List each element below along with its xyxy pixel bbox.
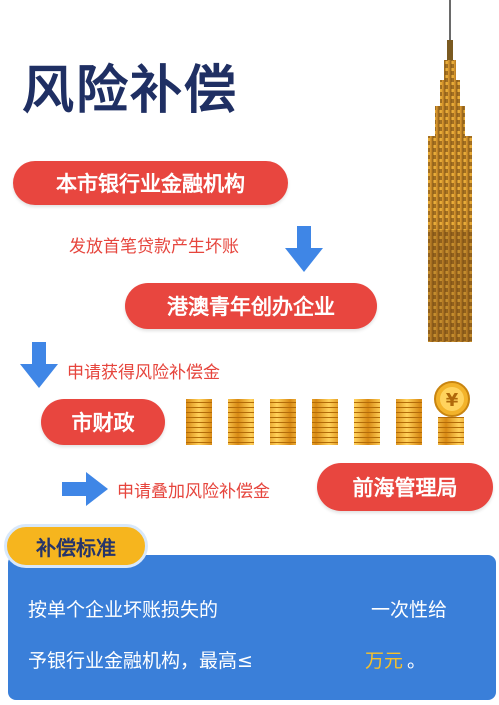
svg-text:¥: ¥ [446, 390, 459, 411]
standard-line2-amount: 万元 [365, 650, 404, 672]
standard-line2-left: 予银行业金融机构，最高≤ [28, 650, 253, 672]
standard-line2-end: 。 [407, 650, 427, 672]
arrow-down-icon [285, 226, 323, 272]
standard-line1-left: 按单个企业坏账损失的 [28, 599, 219, 621]
bank-pill: 本市银行业金融机构 [13, 161, 288, 205]
yen-coin-icon: ¥ [434, 381, 470, 417]
standard-badge: 补偿标准 [4, 524, 148, 568]
standard-line1-right: 一次性给 [371, 599, 448, 621]
finance-pill: 市财政 [41, 399, 165, 445]
qianhai-note: 申请叠加风险补偿金 [117, 482, 270, 502]
page-title: 风险补偿 [22, 61, 239, 121]
tower-illustration [428, 0, 472, 342]
bank-note: 发放首笔贷款产生坏账 [69, 237, 239, 257]
hk-macau-pill: 港澳青年创办企业 [125, 283, 377, 329]
arrow-down-icon [20, 342, 58, 388]
standard-panel [8, 555, 496, 700]
qianhai-pill: 前海管理局 [317, 463, 493, 511]
arrow-right-icon [62, 472, 108, 506]
coin-stack-icon [186, 399, 464, 445]
hk-macau-note: 申请获得风险补偿金 [67, 363, 220, 383]
